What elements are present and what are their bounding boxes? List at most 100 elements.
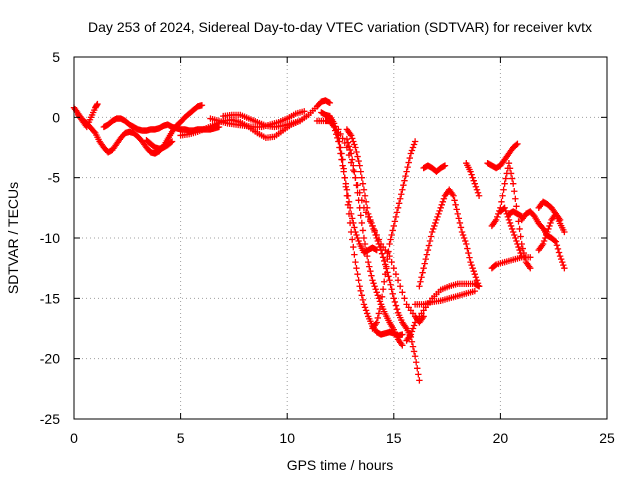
grid	[74, 57, 607, 419]
data-point	[406, 154, 413, 162]
data-point	[423, 251, 431, 258]
data-point	[466, 254, 473, 261]
data-point	[467, 168, 474, 175]
data-point	[361, 240, 369, 248]
data-point	[361, 304, 369, 311]
data-point	[352, 174, 359, 181]
data-point	[516, 246, 523, 254]
data-point	[420, 264, 427, 272]
data-point	[365, 258, 372, 266]
data-point	[492, 216, 500, 224]
data-point	[541, 234, 549, 242]
data-point	[507, 170, 515, 177]
data-point	[352, 258, 359, 266]
x-tick-label: 0	[70, 430, 78, 446]
data-point	[514, 240, 521, 248]
data-point	[331, 123, 339, 130]
data-point	[436, 207, 443, 215]
data-point	[473, 186, 481, 193]
data-point	[349, 215, 356, 222]
data-point	[376, 298, 384, 305]
data-point	[427, 233, 435, 240]
data-point	[350, 243, 357, 251]
data-point	[422, 255, 429, 263]
series-sat-m	[369, 138, 419, 332]
data-point	[354, 153, 361, 160]
data-point	[502, 175, 509, 182]
data-point	[383, 263, 390, 270]
data-point	[455, 215, 463, 222]
data-point	[394, 204, 402, 212]
data-point	[465, 249, 472, 257]
data-point	[370, 280, 377, 287]
data-point	[511, 231, 518, 239]
series-sat-y	[535, 210, 568, 254]
data-point	[353, 231, 360, 239]
data-point	[556, 252, 564, 260]
data-point	[343, 192, 351, 199]
data-point	[470, 177, 477, 184]
data-point	[301, 108, 308, 115]
series-sat-d	[143, 137, 176, 152]
data-point	[359, 180, 367, 187]
data-point	[357, 212, 364, 219]
data-point	[343, 144, 351, 151]
data-point	[396, 283, 404, 290]
data-point	[557, 255, 565, 263]
data-point	[347, 132, 355, 139]
series-sat-z	[505, 208, 525, 220]
data-point	[330, 120, 338, 127]
data-point	[540, 237, 548, 245]
data-point	[363, 252, 371, 260]
data-point	[91, 128, 98, 136]
data-point	[513, 203, 520, 210]
y-tick-label: -10	[40, 230, 60, 246]
data-point	[472, 183, 480, 190]
data-point	[367, 267, 374, 275]
data-point	[501, 204, 508, 212]
data-point	[354, 271, 361, 278]
data-point	[545, 225, 552, 233]
data-point	[361, 192, 369, 199]
data-point	[517, 233, 524, 240]
data-point	[391, 218, 399, 225]
data-point	[509, 180, 517, 187]
data-point	[418, 274, 425, 281]
data-point	[360, 301, 368, 308]
data-point	[369, 222, 376, 230]
data-point	[410, 348, 418, 355]
data-point	[464, 245, 471, 252]
data-point	[340, 165, 347, 172]
data-point	[359, 227, 367, 234]
data-point	[388, 231, 395, 239]
data-point	[389, 290, 396, 298]
data-point	[474, 280, 482, 287]
data-point	[463, 240, 470, 248]
data-point	[428, 228, 436, 236]
data-point	[404, 163, 411, 171]
data-point	[357, 287, 364, 294]
data-point	[374, 292, 382, 299]
data-point	[350, 138, 357, 145]
data-point	[337, 130, 344, 138]
data-point	[414, 365, 421, 372]
series-sat-b	[75, 100, 101, 131]
data-points	[70, 97, 568, 384]
data-point	[341, 174, 348, 181]
data-point	[167, 139, 175, 146]
data-point	[372, 286, 379, 293]
data-point	[360, 234, 368, 242]
data-point	[342, 183, 350, 190]
data-point	[547, 219, 554, 227]
data-point	[513, 237, 520, 245]
data-point	[511, 188, 518, 195]
data-point	[371, 227, 378, 234]
data-point	[351, 141, 358, 148]
data-point	[399, 289, 406, 296]
data-point	[527, 254, 534, 261]
data-point	[378, 293, 386, 301]
data-point	[382, 271, 389, 278]
data-point	[462, 237, 469, 245]
data-point	[389, 227, 396, 234]
data-point	[356, 283, 363, 290]
